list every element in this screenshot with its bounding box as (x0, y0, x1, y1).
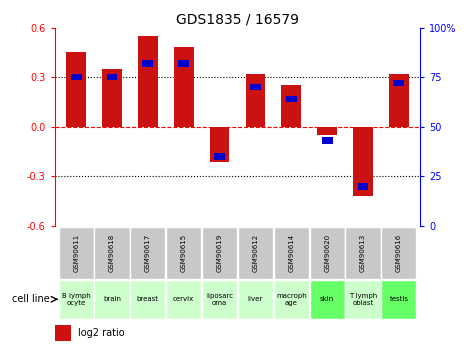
Bar (142, 60, 153, 67)
Bar (130, 227, 165, 279)
Text: GSM90613: GSM90613 (360, 234, 366, 272)
Text: GSM90614: GSM90614 (288, 234, 294, 272)
Text: T lymph
oblast: T lymph oblast (349, 293, 377, 306)
Bar (286, 96, 297, 102)
Bar (246, 74, 266, 127)
Text: breast: breast (137, 296, 159, 302)
Text: cell line: cell line (12, 294, 50, 304)
Bar (358, 183, 369, 190)
Bar (209, 127, 229, 161)
Text: liposarc
oma: liposarc oma (206, 293, 233, 306)
Text: GSM90619: GSM90619 (217, 234, 223, 272)
Bar (389, 74, 408, 127)
Bar (281, 86, 301, 127)
Text: testis: testis (390, 296, 408, 302)
Bar (58, 227, 94, 279)
Text: brain: brain (103, 296, 121, 302)
Text: liver: liver (248, 296, 263, 302)
Bar (317, 127, 337, 135)
Text: GSM90618: GSM90618 (109, 234, 115, 272)
Bar (174, 47, 194, 127)
Bar (102, 69, 122, 127)
Bar (95, 227, 130, 279)
Bar (274, 280, 309, 319)
Bar (274, 227, 309, 279)
Bar (71, 74, 82, 80)
Text: skin: skin (320, 296, 334, 302)
Text: GSM90612: GSM90612 (252, 234, 258, 272)
Bar (138, 36, 158, 127)
Bar (214, 153, 225, 160)
Bar (106, 74, 117, 80)
Text: B lymph
ocyte: B lymph ocyte (62, 293, 91, 306)
Bar (310, 280, 345, 319)
Bar (95, 280, 130, 319)
Bar (202, 280, 237, 319)
Bar (166, 280, 201, 319)
Text: GSM90615: GSM90615 (180, 234, 187, 272)
Bar (353, 127, 373, 196)
Bar (55, 325, 71, 341)
Bar (238, 227, 273, 279)
Bar (166, 227, 201, 279)
Title: GDS1835 / 16579: GDS1835 / 16579 (176, 12, 299, 27)
Bar (178, 60, 189, 67)
Bar (238, 280, 273, 319)
Bar (202, 227, 237, 279)
Bar (322, 137, 332, 144)
Text: GSM90620: GSM90620 (324, 234, 330, 272)
Bar (130, 280, 165, 319)
Text: GSM90611: GSM90611 (73, 234, 79, 272)
Bar (345, 227, 380, 279)
Text: cervix: cervix (173, 296, 194, 302)
Bar (345, 280, 380, 319)
Text: log2 ratio: log2 ratio (78, 328, 125, 338)
Bar (250, 84, 261, 90)
Bar (393, 80, 404, 87)
Bar (381, 280, 417, 319)
Bar (58, 280, 94, 319)
Bar (310, 227, 345, 279)
Bar (66, 52, 86, 127)
Text: GSM90617: GSM90617 (145, 234, 151, 272)
Bar (381, 227, 417, 279)
Text: macroph
age: macroph age (276, 293, 307, 306)
Text: GSM90616: GSM90616 (396, 234, 402, 272)
